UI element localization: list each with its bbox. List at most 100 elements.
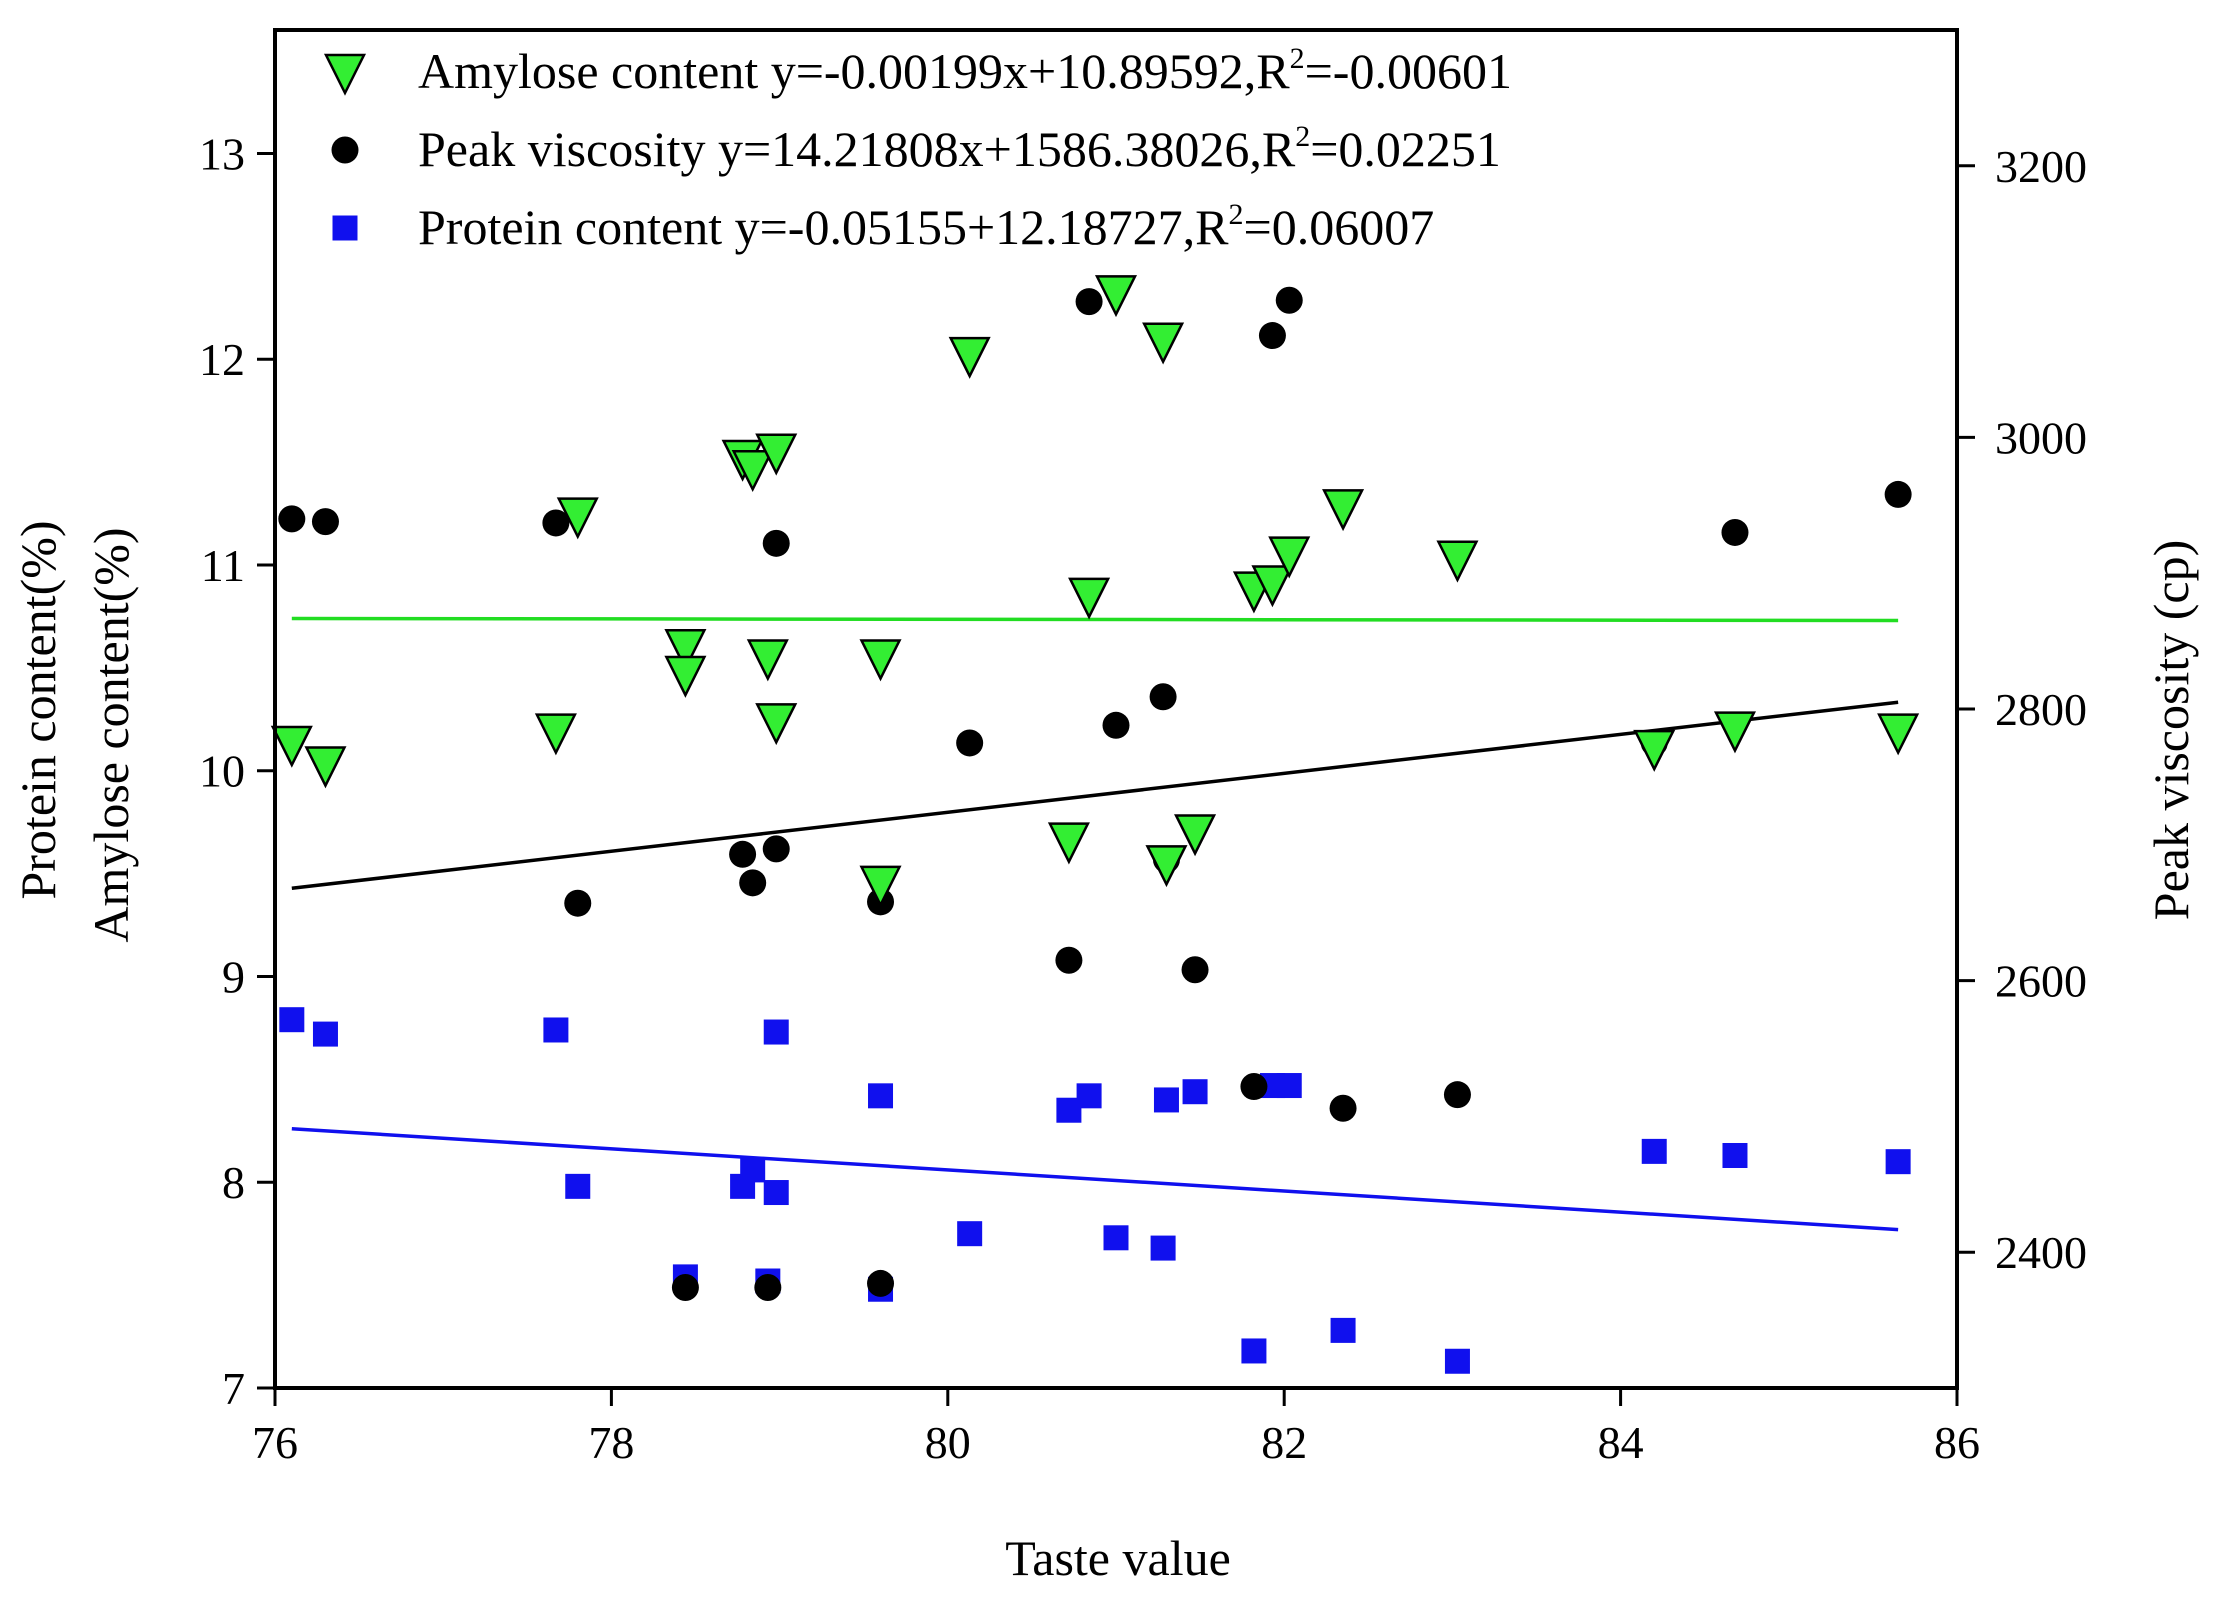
amylose-point [664, 629, 707, 672]
y-axis-label-right: Peak viscosity (cp) [2143, 540, 2199, 920]
amylose-point [1068, 577, 1111, 620]
x-tick-label: 80 [925, 1417, 971, 1468]
y-left-tick-label: 12 [199, 334, 245, 385]
amylose-point [270, 725, 313, 768]
fit-line-protein [291, 1126, 1899, 1232]
protein-point [312, 1021, 338, 1047]
peak-viscosity-point [1884, 480, 1912, 508]
protein-point [1103, 1225, 1129, 1251]
amylose-point [1047, 822, 1090, 865]
legend-marker-peak-viscosity [331, 136, 359, 164]
peak-viscosity-point [762, 835, 790, 863]
peak-viscosity-point [956, 729, 984, 757]
x-tick-label: 76 [252, 1417, 298, 1468]
protein-point [565, 1173, 591, 1199]
peak-viscosity-point [1055, 946, 1083, 974]
amylose-point [664, 655, 707, 698]
legend-label-protein: Protein content y=-0.05155+12.18727,R2=0… [418, 198, 1434, 255]
amylose-point [534, 713, 577, 756]
y-left-tick-label: 7 [222, 1363, 245, 1414]
amylose-point [1436, 540, 1479, 583]
protein-point [1885, 1149, 1911, 1175]
protein-point [740, 1157, 766, 1183]
y-left-tick-label: 13 [199, 128, 245, 179]
data-points [270, 275, 1920, 1374]
y-right-tick-label: 3200 [1995, 141, 2087, 192]
fit-line-peak-viscosity [291, 700, 1899, 890]
peak-viscosity-point [542, 509, 570, 537]
y-left-tick-label: 8 [222, 1157, 245, 1208]
y-left-tick-label: 11 [201, 540, 245, 591]
amylose-point [1094, 275, 1138, 318]
peak-viscosity-point [729, 840, 757, 868]
peak-viscosity-point [1443, 1081, 1471, 1109]
legend-label-peak-viscosity: Peak viscosity y=14.21808x+1586.38026,R2… [418, 120, 1501, 177]
amylose-point [1633, 729, 1676, 772]
y-right-tick-label: 2800 [1995, 684, 2087, 735]
x-axis-label: Taste value [1005, 1530, 1231, 1586]
protein-point [1444, 1348, 1470, 1374]
y-right-tick-label: 2400 [1995, 1227, 2087, 1278]
peak-viscosity-point [1258, 322, 1286, 350]
protein-point [1076, 1083, 1102, 1109]
y-right-tick-label: 3000 [1995, 412, 2087, 463]
peak-viscosity-point [762, 529, 790, 557]
protein-point [1641, 1138, 1667, 1164]
y-left-tick-label: 10 [199, 746, 245, 797]
amylose-point [731, 450, 774, 493]
protein-point [1241, 1338, 1267, 1364]
fit-lines [291, 616, 1899, 1232]
x-tick-label: 82 [1261, 1417, 1307, 1468]
legend-label-amylose: Amylose content y=-0.00199x+10.89592,R2=… [418, 42, 1512, 99]
x-tick-label: 84 [1598, 1417, 1644, 1468]
x-tick-label: 78 [588, 1417, 634, 1468]
peak-viscosity-point [1275, 286, 1303, 314]
peak-viscosity-point [1181, 956, 1209, 984]
amylose-point [1322, 489, 1365, 532]
protein-point [1182, 1079, 1208, 1105]
y-right-tick-label: 2600 [1995, 956, 2087, 1007]
protein-point [1150, 1235, 1176, 1261]
legend-marker-amylose [323, 53, 367, 96]
peak-viscosity-point [671, 1274, 699, 1302]
legend-square-icon [332, 215, 358, 241]
amylose-point [859, 639, 902, 682]
protein-point [763, 1180, 789, 1206]
protein-point [868, 1083, 894, 1109]
peak-viscosity-point [311, 508, 339, 536]
peak-viscosity-point [564, 889, 592, 917]
protein-point [543, 1017, 569, 1043]
amylose-point [1877, 713, 1920, 756]
peak-viscosity-point [1102, 711, 1130, 739]
legend-marker-protein [332, 215, 358, 241]
amylose-point [755, 703, 798, 746]
x-tick-label: 86 [1934, 1417, 1980, 1468]
peak-viscosity-point [1329, 1094, 1357, 1122]
y-left-tick-label: 9 [222, 951, 245, 1002]
amylose-point [1145, 845, 1188, 888]
legend: Amylose content y=-0.00199x+10.89592,R2=… [323, 42, 1512, 255]
protein-point [1153, 1087, 1179, 1113]
amylose-point [1142, 322, 1185, 365]
amylose-point [859, 865, 902, 908]
amylose-point [1174, 814, 1217, 857]
legend-circle-icon [331, 136, 359, 164]
peak-viscosity-point [1240, 1073, 1268, 1101]
protein-point [1722, 1142, 1748, 1168]
peak-viscosity-point [278, 505, 306, 533]
peak-viscosity-point [867, 1269, 895, 1297]
peak-viscosity-point [1075, 288, 1103, 316]
protein-point [763, 1019, 789, 1045]
peak-viscosity-point [754, 1274, 782, 1302]
amylose-point [948, 336, 991, 379]
amylose-point [746, 639, 789, 682]
protein-point [957, 1221, 983, 1247]
protein-point [279, 1007, 305, 1033]
amylose-point [1713, 711, 1756, 754]
fit-line-amylose [291, 616, 1899, 623]
amylose-point [1268, 536, 1311, 579]
protein-point [1330, 1317, 1356, 1343]
amylose-point [1251, 565, 1294, 608]
legend-triangle-down-icon [323, 53, 367, 96]
